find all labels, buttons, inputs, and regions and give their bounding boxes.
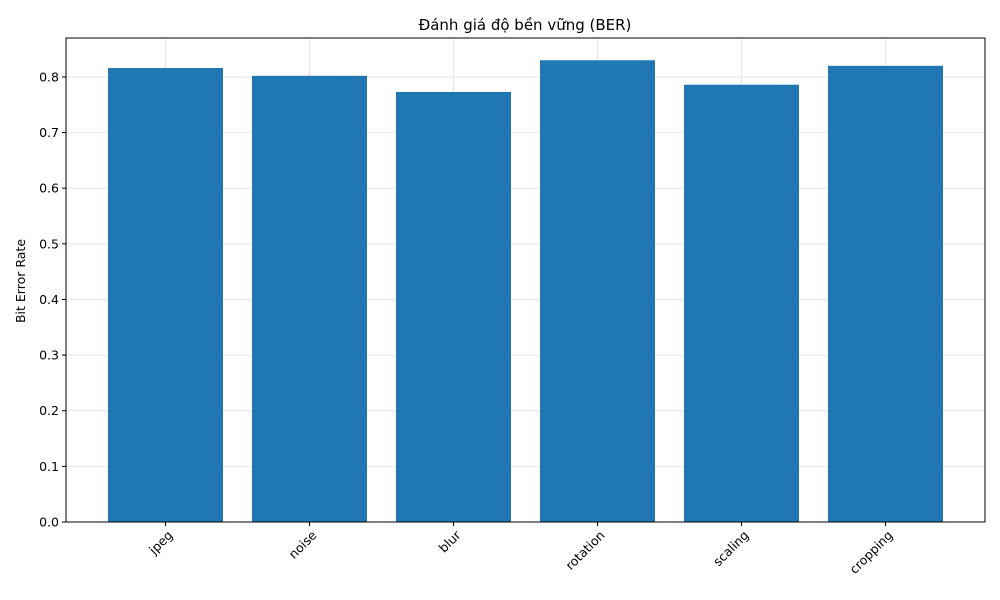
x-tick-label: cropping — [846, 528, 895, 577]
y-tick-label: 0.6 — [39, 181, 59, 196]
bar-jpeg — [108, 68, 223, 522]
y-axis-ticks: 0.0 0.1 0.2 0.3 0.4 0.5 0.6 0.7 0.8 — [39, 69, 66, 530]
x-tick-label: scaling — [710, 528, 752, 570]
y-tick-label: 0.5 — [39, 236, 59, 251]
bar-blur — [396, 91, 511, 522]
x-tick-label: noise — [286, 527, 320, 561]
bar-rotation — [540, 60, 655, 523]
chart-title: Đánh giá độ bền vững (BER) — [419, 16, 632, 34]
x-tick-label: jpeg — [145, 528, 175, 558]
y-tick-label: 0.8 — [39, 69, 59, 84]
bars — [108, 60, 943, 523]
y-tick-label: 0.7 — [39, 125, 59, 140]
x-tick-label: blur — [436, 527, 465, 556]
y-tick-label: 0.3 — [39, 348, 59, 363]
bar-cropping — [828, 65, 943, 522]
y-tick-label: 0.4 — [39, 292, 59, 307]
bar-noise — [252, 75, 367, 522]
y-tick-label: 0.0 — [39, 515, 59, 530]
bar-scaling — [684, 84, 799, 523]
plot-frame — [65, 37, 986, 523]
x-axis-ticks: jpeg noise blur rotation scaling cropping — [145, 522, 896, 577]
y-tick-label: 0.1 — [39, 459, 59, 474]
y-tick-label: 0.2 — [39, 403, 59, 418]
y-axis-label: Bit Error Rate — [13, 239, 28, 323]
x-tick-label: rotation — [562, 528, 607, 573]
